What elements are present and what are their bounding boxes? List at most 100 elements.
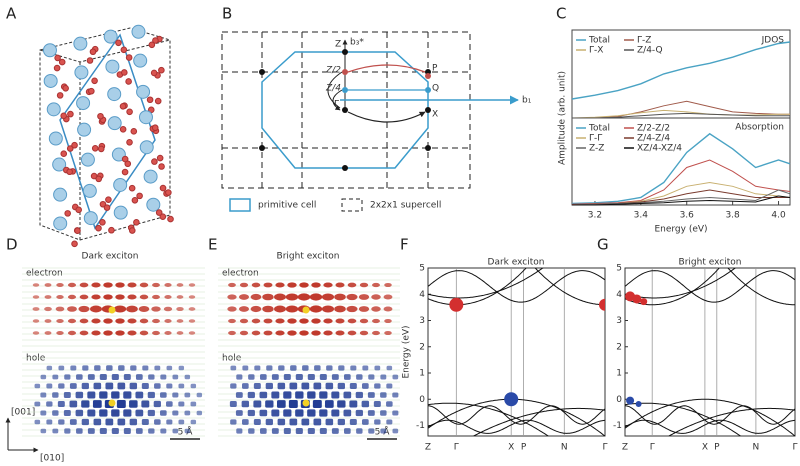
y-tick-label: 5 [419, 264, 425, 274]
hole-density [313, 418, 322, 426]
plot-title: Absorption [735, 123, 784, 133]
atom-small [121, 155, 129, 163]
y-tick-label: 3 [419, 316, 425, 326]
electron-density [321, 305, 335, 313]
electron-density [139, 294, 149, 300]
hole-density [283, 391, 292, 399]
exciton-weight [626, 396, 635, 405]
electron-density [227, 306, 237, 312]
exciton-weight [449, 297, 464, 312]
hole-density [307, 409, 316, 417]
hole-density [229, 401, 237, 407]
atom-large [143, 169, 158, 184]
electron-density [151, 306, 161, 312]
electron-density [335, 318, 345, 324]
electron-density [188, 295, 196, 299]
band [428, 405, 605, 425]
y-tick-label: -1 [613, 421, 622, 431]
atom-small [99, 200, 107, 208]
atom-small [120, 46, 128, 54]
electron-density [323, 330, 333, 336]
plot-frame [571, 117, 791, 206]
cell-box [39, 27, 171, 241]
supercell-frame [221, 31, 471, 189]
band [428, 268, 544, 299]
atom-small [108, 226, 115, 234]
electron-density [285, 293, 299, 301]
hole-density [247, 409, 255, 417]
hole-density [69, 383, 77, 389]
electron-density [251, 318, 261, 324]
hole-density [93, 418, 102, 426]
hole-density [271, 428, 279, 434]
atom-large [53, 187, 68, 202]
electron-density [139, 318, 149, 324]
k-label: Γ [602, 443, 607, 453]
hole-density [338, 365, 345, 371]
electron-density [56, 294, 64, 300]
hole-density [135, 428, 143, 434]
atom-small [58, 58, 66, 66]
electron-center [108, 306, 116, 314]
hole-density [325, 382, 334, 390]
panel-label: E [208, 236, 217, 254]
k-label: Γ [650, 443, 655, 453]
hole-density [99, 391, 108, 399]
direction-label: [001] [11, 408, 35, 418]
plot-title: JDOS [761, 36, 785, 46]
atom-small [165, 189, 172, 196]
exciton-weight [635, 400, 642, 407]
hole-density [278, 365, 285, 371]
lattice-point [342, 49, 348, 55]
electron-density [228, 318, 236, 324]
electron-density [44, 295, 52, 299]
electron-density [32, 295, 40, 299]
hole-density [380, 428, 387, 434]
hole-density [153, 400, 161, 408]
atom-small [119, 126, 127, 133]
series-line [571, 159, 791, 205]
hole-density [75, 391, 84, 399]
hole-density [184, 374, 191, 380]
electron-density [274, 293, 286, 301]
k-point [342, 87, 348, 93]
series-line [572, 195, 791, 206]
hole-density [40, 428, 47, 434]
hole-density [277, 418, 286, 426]
electron-density [274, 305, 286, 313]
hole-density [248, 428, 255, 434]
axis-label: b₁ [522, 96, 532, 106]
hole-density [172, 410, 179, 416]
legend-label: Z/4-Q [637, 46, 663, 56]
hole-density [241, 400, 250, 408]
hole-density [69, 419, 77, 425]
atom-large [131, 24, 146, 39]
k-label: Z/4 [325, 84, 341, 94]
atom-small [64, 210, 71, 217]
hole-density [349, 418, 357, 426]
electron-density [90, 305, 102, 313]
electron-density [358, 306, 370, 312]
hole-density [172, 392, 179, 398]
electron-density [163, 306, 173, 312]
electron-density [251, 282, 261, 288]
hole-center [108, 399, 116, 407]
hole-density [64, 374, 71, 380]
hole-density [277, 382, 286, 390]
hole-density [46, 383, 53, 389]
atom-small [97, 112, 104, 120]
electron-density [250, 305, 262, 313]
hole-density [142, 365, 149, 371]
hole-density [242, 365, 249, 371]
electron-density [138, 305, 150, 313]
electron-density [67, 294, 77, 300]
hole-density [57, 401, 65, 407]
section-label: hole [26, 354, 46, 364]
electron-density [67, 306, 77, 312]
electron-density [346, 293, 358, 301]
atom-small [88, 87, 95, 95]
hole-density [325, 418, 334, 426]
hole-density [314, 365, 321, 371]
electron-density [188, 319, 196, 323]
